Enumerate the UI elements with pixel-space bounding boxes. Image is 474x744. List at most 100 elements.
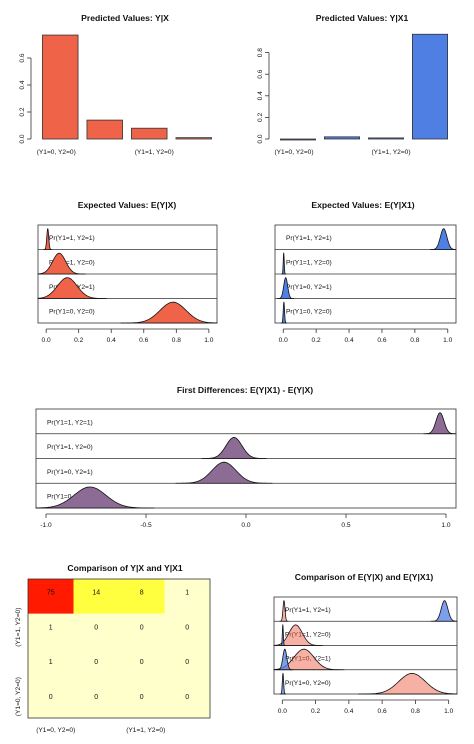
density-curve: [358, 672, 458, 695]
x-tick-label: 0.6: [378, 708, 387, 715]
row-label: Pr(Y1=1, Y2=1): [49, 235, 95, 242]
x-tick-label: 0.2: [312, 337, 321, 344]
y-tick-label: 0.6: [19, 53, 26, 62]
heatmap-cell: [73, 613, 119, 649]
expected-values-yx1-chart: Expected Values: E(Y|X1) Pr(Y1=1, Y2=1) P…: [274, 200, 457, 344]
row-label: Pr(Y1=0, Y2=0): [285, 680, 331, 687]
x-tick-label: 0.6: [377, 337, 386, 344]
heatmap-cell: [28, 683, 74, 718]
heatmap-cell: [119, 683, 165, 718]
heatmap-cell: [73, 683, 119, 718]
heatmap-cell: [28, 579, 74, 614]
density-curve: [43, 228, 53, 250]
density-curve: [281, 252, 287, 275]
x-tick-label: (Y1=0, Y2=0): [37, 149, 76, 156]
cell-value: 0: [140, 659, 144, 666]
y-tick-label: 0.6: [257, 69, 264, 78]
row-label: Pr(Y1=1, Y2=0): [47, 444, 93, 451]
bar: [42, 34, 79, 140]
density-curve: [280, 623, 286, 646]
x-tick-label: 0.0: [241, 522, 250, 529]
x-tick-label: (Y1=1, Y2=0): [135, 149, 174, 156]
bar: [323, 136, 360, 140]
row-label: Pr(Y1=1, Y2=0): [49, 260, 95, 267]
density-curve: [430, 600, 458, 622]
predicted-values-yx1-chart: Predicted Values: Y|X1 0.0 0.2 0.4 0.6 0.8 (Y…: [257, 13, 448, 156]
row-label: Pr(Y1=0, Y2=1): [47, 469, 93, 476]
x-tick-label: (Y1=1, Y2=0): [371, 149, 410, 156]
chart-title: Comparison of Y|X and Y|X1: [67, 563, 183, 573]
x-tick-label: 1.0: [441, 522, 450, 529]
expected-values-yx-chart: Expected Values: E(Y|X) Pr(Y1=1, Y2=1) Pr…: [37, 200, 218, 344]
x-tick-label: 0.0: [279, 337, 288, 344]
density-curve: [279, 600, 289, 622]
cell-value: 0: [94, 659, 98, 666]
heatmap-cell: [164, 648, 210, 684]
bar: [131, 127, 168, 140]
cell-value: 1: [49, 624, 53, 631]
heatmap-cell: [164, 683, 210, 718]
x-tick-label: 0.6: [139, 337, 148, 344]
y-tick-label: (Y1=0, Y2=0): [15, 677, 22, 716]
cell-value: 0: [185, 624, 189, 631]
cell-value: 1: [185, 590, 189, 597]
x-tick-label: (Y1=0, Y2=0): [36, 727, 75, 734]
predicted-values-yx-chart: Predicted Values: Y|X 0.0 0.2 0.4 0.6 (Y1=0,…: [19, 13, 212, 156]
heatmap-cell: [119, 579, 165, 614]
x-tick-label: 1.0: [444, 708, 453, 715]
x-tick-label: 0.5: [341, 522, 350, 529]
x-tick-label: (Y1=0, Y2=0): [274, 149, 313, 156]
y-tick-label: 0.0: [257, 134, 264, 143]
heatmap-cell: [28, 613, 74, 649]
x-tick-label: 0.4: [344, 708, 353, 715]
density-curve: [35, 486, 155, 509]
density-curve: [120, 301, 218, 324]
x-tick-label: 0.2: [74, 337, 83, 344]
y-tick-label: 0.4: [19, 80, 26, 89]
cell-value: 0: [94, 694, 98, 701]
heatmap-cell: [73, 579, 119, 614]
chart-title: Predicted Values: Y|X1: [316, 13, 409, 23]
x-tick-label: 1.0: [204, 337, 213, 344]
bar: [411, 33, 448, 140]
x-tick-label: 0.0: [278, 708, 287, 715]
x-tick-label: 0.8: [410, 337, 419, 344]
row-label: Pr(Y1=1, Y2=1): [286, 235, 332, 242]
bar: [367, 137, 404, 140]
x-tick-label: -0.5: [140, 522, 152, 529]
y-tick-label: 0.4: [257, 91, 264, 100]
comparison-expected-values-chart: Comparison of E(Y|X) and E(Y|X1) Pr(Y1=1…: [273, 572, 458, 715]
chart-title: First Differences: E(Y|X1) - E(Y|X): [177, 385, 313, 395]
y-tick-label: 0.8: [257, 48, 264, 57]
cell-value: 0: [49, 694, 53, 701]
chart-title: Predicted Values: Y|X: [81, 13, 169, 23]
heatmap-cell: [119, 648, 165, 684]
row-label: Pr(Y1=1, Y2=0): [285, 631, 331, 638]
cell-value: 14: [92, 590, 100, 597]
bar: [175, 137, 212, 140]
cell-value: 0: [140, 624, 144, 631]
x-tick-label: (Y1=1, Y2=0): [126, 727, 165, 734]
bar: [279, 138, 316, 141]
heatmap-cell: [164, 613, 210, 649]
density-curve: [201, 437, 267, 459]
density-curve: [429, 228, 457, 250]
chart-title: Comparison of E(Y|X) and E(Y|X1): [295, 572, 434, 582]
cell-value: 0: [185, 694, 189, 701]
cell-value: 75: [47, 590, 55, 597]
plot-frame: [27, 578, 211, 719]
cell-value: 8: [140, 590, 144, 597]
y-tick-label: 0.0: [19, 134, 26, 143]
row-label: Pr(Y1=0, Y2=0): [286, 309, 332, 316]
chart-title: Expected Values: E(Y|X): [78, 200, 177, 210]
heatmap-cell: [28, 648, 74, 684]
density-curve: [279, 672, 287, 695]
y-tick-label: (Y1=1, Y2=0): [15, 608, 22, 647]
y-tick-label: 0.2: [257, 112, 264, 121]
row-label: Pr(Y1=1, Y2=1): [285, 607, 331, 614]
row-label: Pr(Y1=0, Y2=0): [47, 494, 93, 501]
density-curve: [37, 277, 107, 299]
density-curve: [175, 461, 273, 484]
x-tick-label: 0.4: [344, 337, 353, 344]
